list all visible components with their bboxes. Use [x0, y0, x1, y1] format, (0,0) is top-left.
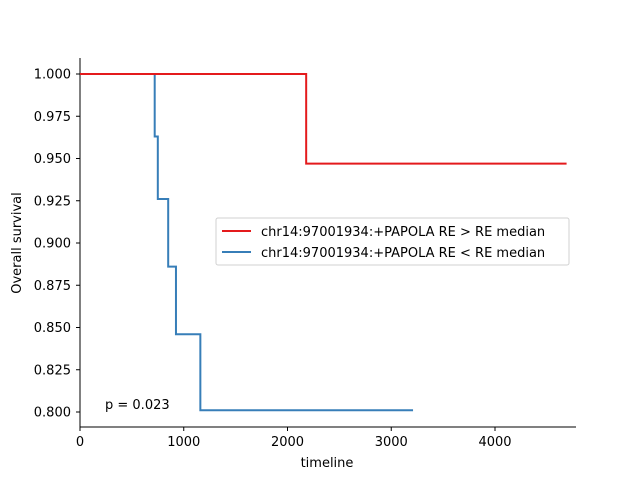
y-tick-label: 0.825 — [34, 363, 71, 378]
x-axis-label: timeline — [301, 456, 354, 471]
y-tick-label: 1.000 — [34, 68, 71, 83]
survival-curve-high — [80, 73, 567, 165]
axes: 0 1000 2000 3000 4000 0.800 0.825 0.850 0.875 0.9… — [34, 58, 576, 450]
y-tick-label: 0.950 — [34, 152, 71, 167]
y-tick-label: 0.850 — [34, 321, 71, 336]
x-tick-label: 0 — [76, 435, 84, 450]
y-tick-label: 0.875 — [34, 279, 71, 294]
x-tick-label: 4000 — [478, 435, 511, 450]
y-tick-label: 0.925 — [34, 194, 71, 209]
legend-label-low: chr14:97001934:+PAPOLA RE < RE median — [261, 246, 545, 261]
x-tick-label: 3000 — [375, 435, 408, 450]
annotation-pvalue: p = 0.023 — [105, 398, 170, 413]
legend-label-high: chr14:97001934:+PAPOLA RE > RE median — [261, 225, 545, 240]
y-tick-label: 0.900 — [34, 237, 71, 252]
series-lines — [80, 73, 567, 412]
y-axis-label: Overall survival — [10, 192, 25, 294]
y-tick-label: 0.800 — [34, 406, 71, 421]
y-tick-label: 0.975 — [34, 110, 71, 125]
legend-box — [215, 217, 570, 266]
legend: chr14:97001934:+PAPOLA RE > RE median ch… — [215, 217, 570, 266]
x-tick-label: 2000 — [271, 435, 304, 450]
survival-curve-low — [80, 73, 414, 412]
x-tick-label: 1000 — [167, 435, 200, 450]
